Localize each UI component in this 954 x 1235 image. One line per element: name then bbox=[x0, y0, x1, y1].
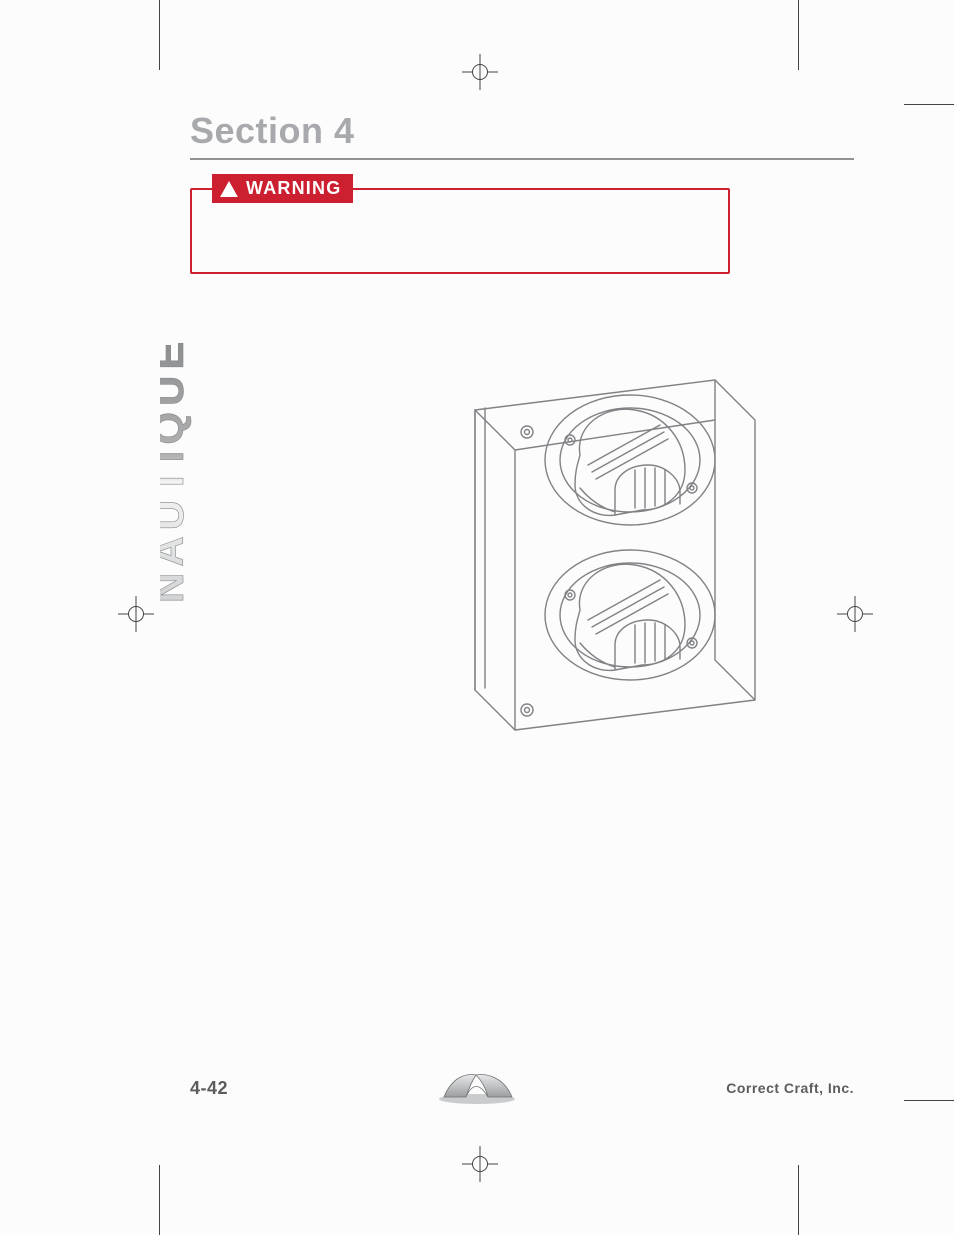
page-footer: 4-42 Correct Craft, Inc. bbox=[190, 1071, 854, 1105]
warning-block: WARNING bbox=[190, 188, 730, 274]
crop-mark bbox=[904, 1100, 954, 1101]
footer-logo bbox=[432, 1071, 522, 1105]
warning-badge: WARNING bbox=[212, 174, 353, 203]
crop-mark bbox=[798, 1165, 799, 1235]
warning-triangle-icon bbox=[220, 181, 238, 197]
brand-sidebar-text: NAUTIQUE bbox=[160, 336, 192, 603]
page-content: NAUTIQUE Section 4 WARNING bbox=[190, 110, 854, 1105]
section-title: Section 4 bbox=[190, 110, 854, 160]
registration-mark bbox=[466, 58, 494, 86]
warning-label: WARNING bbox=[246, 178, 341, 198]
page-number: 4-42 bbox=[190, 1078, 228, 1099]
board-racks-diagram bbox=[415, 350, 815, 755]
crop-mark bbox=[159, 0, 160, 70]
crop-mark bbox=[904, 104, 954, 105]
crop-mark bbox=[798, 0, 799, 70]
company-name: Correct Craft, Inc. bbox=[726, 1080, 854, 1096]
registration-mark bbox=[122, 600, 150, 628]
crop-mark bbox=[159, 1165, 160, 1235]
registration-mark bbox=[466, 1150, 494, 1178]
